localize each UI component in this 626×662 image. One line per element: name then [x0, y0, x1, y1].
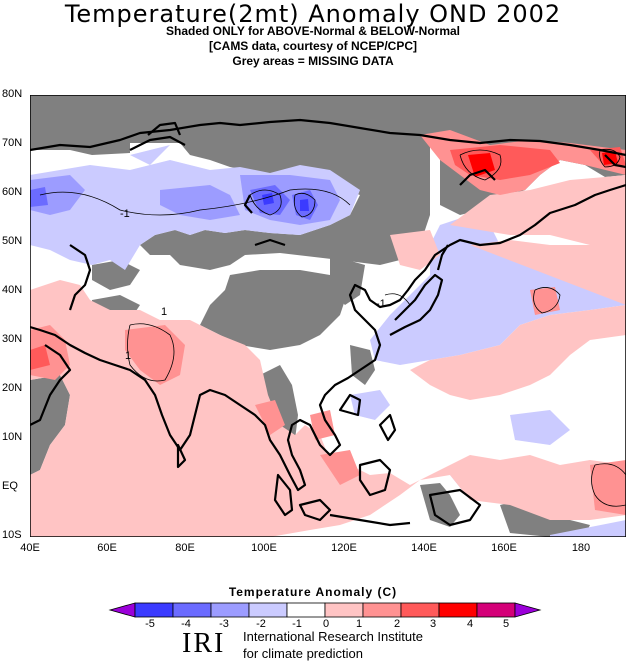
colorbar-tick: -5 — [145, 618, 155, 630]
colorbar-cell — [476, 602, 516, 618]
colorbar-left-arrow — [108, 602, 136, 618]
colorbar-cell — [172, 602, 212, 618]
contour-label-1-south: 1 — [125, 350, 131, 362]
subtitle-missing: Grey areas = MISSING DATA — [232, 54, 394, 68]
colorbar-tick: 2 — [393, 618, 401, 630]
colorbar-cell — [134, 602, 174, 618]
lon-label-100e: 100E — [251, 542, 277, 554]
colorbar-tick: 3 — [429, 618, 437, 630]
colorbar-cell — [400, 602, 440, 618]
missing-data-regions — [30, 95, 626, 537]
contour-label-neg1-east: -1 — [376, 298, 386, 310]
lon-label-60e: 60E — [97, 542, 117, 554]
colorbar-cell — [210, 602, 250, 618]
colorbar-cell — [324, 602, 364, 618]
lat-label-50n: 50N — [2, 235, 23, 247]
contour-lines — [39, 148, 626, 507]
colorbar-tick: -4 — [181, 618, 191, 630]
lat-label-80n: 80N — [2, 88, 23, 100]
above-normal-regions — [30, 130, 626, 537]
iri-name: International Research Institute — [243, 629, 423, 644]
colorbar-cell — [248, 602, 288, 618]
lon-label-160e: 160E — [491, 542, 517, 554]
lat-label-20n: 20N — [2, 382, 23, 394]
colorbar — [108, 602, 542, 618]
contour-label-neg1-west: -1 — [120, 208, 130, 220]
anomaly-map: -1 -1 1 1 — [30, 95, 626, 537]
coastlines — [30, 118, 626, 527]
lon-label-180: 180 — [571, 542, 591, 554]
colorbar-tick: -2 — [256, 618, 266, 630]
contour-label-1-north: 1 — [161, 306, 167, 318]
colorbar-tick: -1 — [292, 618, 302, 630]
lon-label-40e: 40E — [20, 542, 40, 554]
lat-label-10n: 10N — [2, 431, 23, 443]
colorbar-cell — [362, 602, 402, 618]
lat-label-30n: 30N — [2, 333, 23, 345]
colorbar-cell — [286, 602, 326, 618]
colorbar-tick: 0 — [322, 618, 330, 630]
subtitle-source: [CAMS data, courtesy of NCEP/CPC] — [208, 39, 418, 53]
lat-label-60n: 60N — [2, 186, 23, 198]
lat-label-eq: EQ — [2, 480, 18, 492]
colorbar-tick: 4 — [466, 618, 474, 630]
lat-label-70n: 70N — [2, 137, 23, 149]
colorbar-tick: -3 — [219, 618, 229, 630]
lon-label-140e: 140E — [411, 542, 437, 554]
map-title: Temperature(2mt) Anomaly OND 2002 — [64, 0, 562, 28]
colorbar-tick: 5 — [502, 618, 510, 630]
lon-label-120e: 120E — [331, 542, 357, 554]
colorbar-title: Temperature Anomaly (C) — [228, 585, 398, 599]
colorbar-tick: 1 — [355, 618, 363, 630]
colorbar-cell — [438, 602, 478, 618]
iri-logo: IRI — [182, 628, 226, 659]
colorbar-right-arrow — [514, 602, 542, 618]
lat-label-40n: 40N — [2, 284, 23, 296]
subtitle-shading: Shaded ONLY for ABOVE-Normal & BELOW-Nor… — [165, 24, 461, 38]
lat-label-10s: 10S — [2, 529, 22, 541]
iri-tagline: for climate prediction — [243, 646, 363, 661]
lon-label-80e: 80E — [175, 542, 195, 554]
